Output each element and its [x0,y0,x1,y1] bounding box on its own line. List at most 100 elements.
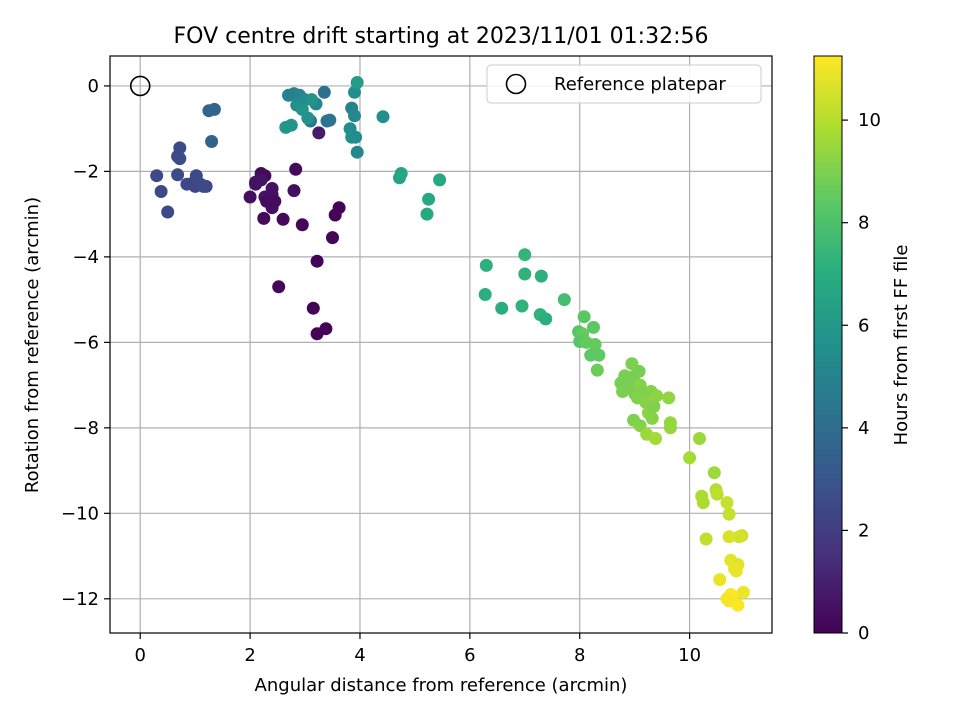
data-point [320,114,334,128]
chart-title: FOV centre drift starting at 2023/11/01 … [174,24,709,49]
data-point [732,530,746,544]
y-tick-label: −12 [61,589,99,610]
data-point [268,194,282,208]
x-tick-label: 2 [244,645,255,666]
data-point [645,411,659,425]
colorbar-tick-label: 8 [858,213,869,234]
data-point [205,135,219,148]
data-point [662,391,676,405]
x-tick-label: 0 [134,645,145,666]
data-point [632,364,646,378]
data-point [282,88,295,102]
data-point [276,212,290,226]
data-point [317,85,331,99]
data-point [577,310,591,324]
y-tick-label: −10 [61,503,99,524]
data-point [557,293,571,307]
data-point [518,267,532,281]
data-point [150,169,164,183]
data-point [710,487,724,501]
data-point [350,76,364,89]
data-point [478,288,492,301]
data-point [284,118,298,132]
data-point [518,248,532,262]
data-point [736,585,750,599]
data-point [534,269,548,283]
legend: Reference platepar [486,64,762,104]
data-point [647,400,661,413]
data-point [722,530,736,544]
data-point [319,322,333,336]
reference-platepar-marker [129,75,151,97]
data-point [699,532,713,546]
data-point [287,184,301,198]
colorbar-label: Hours from first FF file [891,245,912,446]
data-point [310,254,324,268]
x-tick-label: 10 [678,645,701,666]
data-point [590,363,604,377]
data-point [328,208,342,222]
data-point [495,301,509,315]
colorbar-tick-label: 2 [858,520,869,541]
data-point [154,185,168,198]
data-point [289,162,303,176]
data-point [196,179,210,193]
data-point [707,466,721,480]
data-point [161,205,175,219]
data-point [588,338,602,351]
data-point [683,451,697,465]
data-point [722,507,736,521]
data-point [305,93,319,107]
y-tick-label: −2 [72,161,99,182]
data-point [349,130,363,144]
reference-marker-layer [129,75,151,97]
colorbar-ticks: 0 2 4 6 8 10 [842,110,881,644]
plot-area: 0 2 4 6 8 10 0 −2 −4 −6 −8 −10 −12 [61,55,773,666]
x-tick-label: 6 [464,645,475,666]
data-point [515,299,529,313]
data-point [171,168,185,182]
data-point [433,173,447,187]
y-axis-label: Rotation from reference (arcmin) [22,197,43,493]
data-point [295,218,309,232]
colorbar-gradient [813,55,843,634]
colorbar: 0 2 4 6 8 10 Hours from first FF file [813,55,912,644]
data-point [728,562,742,576]
x-axis-ticks: 0 2 4 6 8 10 [134,633,701,666]
data-point [312,126,326,140]
data-point [720,496,734,510]
data-point [376,110,390,124]
data-point [295,102,309,116]
data-point [539,312,553,326]
data-point [326,231,339,245]
data-point [348,85,361,99]
data-point [650,389,664,403]
data-point [649,432,662,445]
data-point [693,432,706,445]
data-points [150,76,750,612]
plot-frame [109,55,773,634]
data-point [207,102,221,116]
data-point [254,173,268,187]
data-point [394,167,408,180]
data-point [696,496,710,510]
data-point [731,598,745,612]
data-point [189,169,203,183]
colorbar-tick-label: 0 [858,623,869,644]
y-axis-ticks: 0 −2 −4 −6 −8 −10 −12 [61,76,110,610]
colorbar-tick-label: 6 [858,315,869,336]
data-point [663,421,677,435]
data-point [713,573,727,587]
data-point [584,348,598,362]
x-tick-label: 4 [354,645,365,666]
legend-marker-reference [505,73,527,95]
x-tick-label: 8 [574,645,585,666]
data-point [257,211,271,225]
data-point [243,190,257,204]
data-point [306,301,320,315]
data-point [350,145,364,159]
y-tick-label: −6 [72,332,99,353]
x-axis-label: Angular distance from reference (arcmin) [255,675,628,696]
data-point [422,192,436,206]
data-point [479,258,493,272]
